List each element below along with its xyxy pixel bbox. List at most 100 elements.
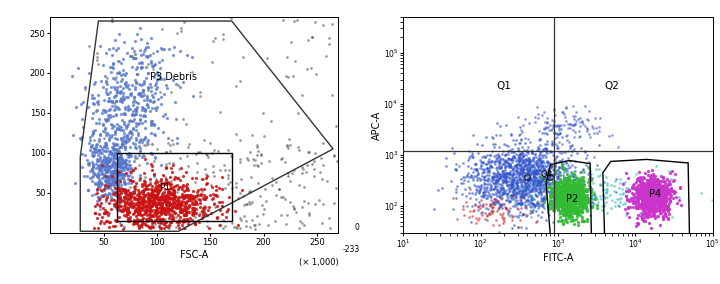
Point bbox=[172, 201, 184, 206]
Point bbox=[282, 145, 294, 150]
Point bbox=[99, 185, 111, 190]
Point bbox=[146, 203, 158, 207]
Point bbox=[518, 187, 530, 192]
Point bbox=[96, 167, 107, 172]
Point bbox=[525, 175, 536, 180]
Point bbox=[554, 195, 565, 199]
Point bbox=[97, 129, 109, 134]
Point bbox=[134, 149, 145, 154]
Point bbox=[644, 197, 656, 201]
Point bbox=[107, 146, 118, 151]
Point bbox=[496, 185, 508, 189]
Point bbox=[518, 187, 530, 192]
Point bbox=[108, 197, 120, 202]
Point bbox=[658, 193, 670, 198]
Point bbox=[128, 204, 140, 208]
Point bbox=[478, 182, 490, 187]
Point bbox=[609, 200, 621, 205]
Point bbox=[107, 53, 118, 57]
Point bbox=[531, 181, 542, 185]
Point bbox=[668, 191, 680, 195]
Point bbox=[651, 179, 662, 183]
Point bbox=[571, 193, 582, 198]
Point bbox=[581, 209, 593, 213]
Point bbox=[632, 188, 644, 193]
Point bbox=[589, 116, 600, 120]
Point bbox=[484, 192, 495, 197]
Point bbox=[637, 200, 649, 205]
Point bbox=[105, 99, 117, 103]
Point bbox=[652, 188, 663, 193]
Point bbox=[569, 198, 580, 202]
Point bbox=[555, 210, 567, 215]
Point bbox=[536, 197, 548, 201]
Point bbox=[547, 203, 559, 208]
Point bbox=[113, 155, 125, 159]
Point bbox=[653, 203, 665, 208]
Point bbox=[186, 176, 197, 180]
Point bbox=[164, 208, 176, 212]
Point bbox=[114, 83, 126, 88]
Point bbox=[644, 194, 656, 199]
Point bbox=[519, 162, 531, 167]
Point bbox=[531, 183, 542, 188]
Point bbox=[563, 185, 575, 190]
Point bbox=[515, 170, 526, 175]
Point bbox=[545, 165, 557, 170]
Point bbox=[557, 222, 568, 226]
Point bbox=[502, 171, 513, 175]
Point bbox=[569, 201, 580, 206]
Point bbox=[547, 168, 559, 172]
Point bbox=[557, 166, 568, 170]
Point bbox=[513, 148, 524, 153]
Point bbox=[150, 194, 161, 198]
Point bbox=[652, 176, 664, 181]
Point bbox=[500, 161, 511, 165]
Point bbox=[516, 166, 527, 171]
Point bbox=[546, 163, 557, 168]
Point bbox=[118, 131, 130, 135]
Point bbox=[654, 188, 665, 192]
Point bbox=[553, 165, 564, 170]
Point bbox=[92, 195, 104, 199]
Point bbox=[534, 138, 545, 143]
Point bbox=[562, 183, 573, 187]
Point bbox=[222, 195, 234, 200]
Point bbox=[644, 183, 656, 187]
Point bbox=[558, 189, 570, 193]
Point bbox=[660, 180, 671, 185]
Point bbox=[115, 165, 127, 169]
Point bbox=[514, 178, 526, 182]
Point bbox=[575, 116, 586, 120]
Point bbox=[561, 206, 572, 210]
Point bbox=[519, 199, 531, 204]
Point bbox=[566, 201, 577, 206]
Point bbox=[148, 172, 160, 177]
Point bbox=[639, 205, 650, 209]
Point bbox=[513, 201, 524, 205]
Point bbox=[136, 105, 148, 109]
Point bbox=[543, 181, 554, 185]
Point bbox=[254, 194, 266, 198]
Point bbox=[91, 201, 103, 206]
Point bbox=[133, 224, 145, 229]
Point bbox=[661, 204, 672, 208]
Point bbox=[641, 210, 652, 215]
Point bbox=[135, 65, 147, 69]
Point bbox=[101, 164, 112, 168]
Point bbox=[629, 199, 640, 203]
Point bbox=[573, 192, 585, 197]
Point bbox=[513, 207, 524, 212]
Point bbox=[549, 204, 560, 208]
Point bbox=[561, 183, 572, 188]
Point bbox=[552, 201, 564, 206]
Point bbox=[652, 205, 664, 210]
Point bbox=[652, 181, 663, 186]
Point bbox=[648, 183, 660, 187]
Point bbox=[647, 201, 658, 206]
Point bbox=[476, 174, 487, 179]
Point bbox=[567, 195, 578, 200]
Point bbox=[94, 144, 105, 148]
Point bbox=[283, 136, 294, 141]
Point bbox=[244, 201, 256, 206]
